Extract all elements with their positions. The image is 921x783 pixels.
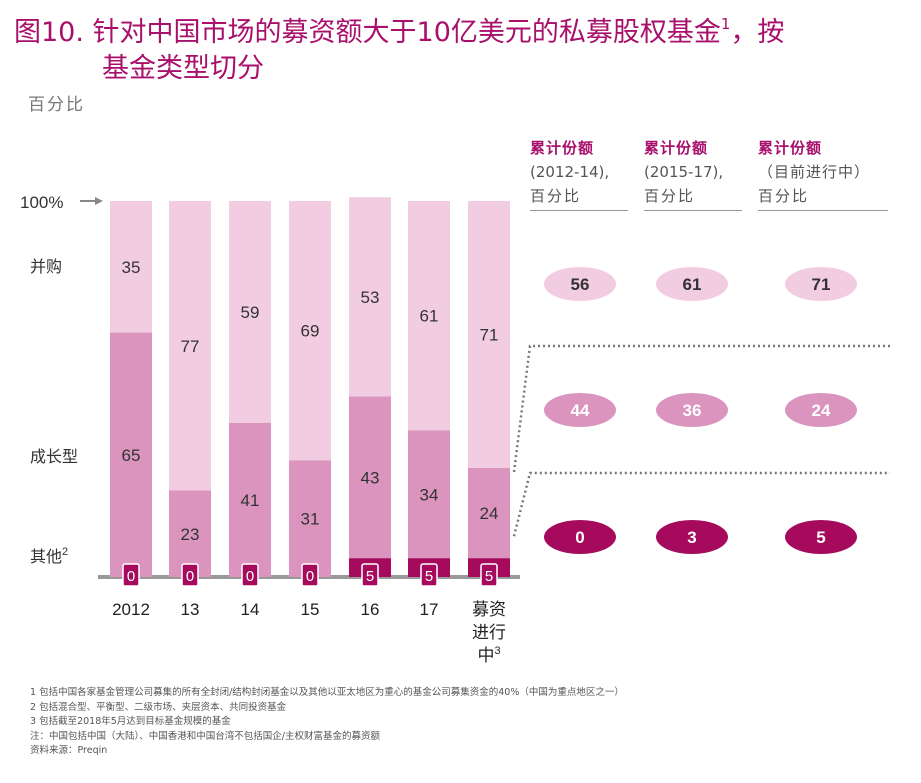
x-tick-label: 进行: [472, 623, 506, 642]
cumulative-buyout-value: 56: [571, 275, 590, 294]
x-tick-label: 募资: [472, 600, 506, 619]
cumulative-growth-ellipse: [785, 393, 857, 427]
bar-other-badge: [420, 563, 438, 587]
bar-buyout-label: 61: [420, 307, 439, 326]
cumulative-header-2015-17: 累计份额 (2015-17), 百分比: [644, 136, 744, 211]
connector-growth-other: [512, 471, 890, 537]
bar-buyout: [289, 201, 331, 461]
cumulative-growth-ellipse: [544, 393, 616, 427]
bar-buyout-label: 77: [181, 337, 200, 356]
x-tick-label: 15: [301, 600, 320, 619]
x-tick-label: 13: [181, 600, 200, 619]
bar-buyout-label: 35: [122, 258, 141, 277]
cumulative-growth-value: 24: [812, 401, 831, 420]
bar-other-label: 5: [366, 568, 374, 585]
cumulative-other-value: 3: [687, 528, 696, 547]
bar-other-badge: [361, 563, 379, 587]
cumulative-buyout-ellipse: [785, 267, 857, 301]
cumulative-other-ellipse: [656, 520, 728, 554]
bar-other-label: 0: [306, 568, 314, 585]
stacked-bar-chart: 100%并购成长型其他23565020127723013594101469310…: [20, 193, 890, 665]
footnotes: 1 包括中国各家基金管理公司募集的所有全封闭/结构封闭基金以及其他以亚太地区为重…: [30, 686, 624, 759]
cumulative-header-2012-14: 累计份额 (2012-14), 百分比: [530, 136, 630, 211]
legend-buyout: 并购: [30, 258, 62, 276]
header-rule: [530, 210, 628, 211]
bar-growth-label: 43: [361, 468, 380, 487]
bar-growth-label: 24: [480, 504, 499, 523]
x-tick-label: 16: [361, 600, 380, 619]
bar-growth: [468, 467, 510, 559]
cumulative-growth-value: 44: [571, 401, 590, 420]
x-tick-label: 17: [420, 600, 439, 619]
connector-buyout-growth: [512, 344, 890, 473]
bar-growth-label: 31: [301, 510, 320, 529]
bar-other-label: 0: [127, 568, 135, 585]
bar-other-badge: [181, 563, 199, 587]
y-axis-marker-arrow: [95, 197, 103, 205]
footnote-source: 资料来源：Preqin: [30, 745, 108, 756]
bar-buyout-label: 71: [480, 325, 499, 344]
bar-other-badge: [480, 563, 498, 587]
x-tick-label: 14: [241, 600, 260, 619]
bar-growth-label: 34: [420, 485, 439, 504]
cumulative-other-value: 5: [816, 528, 825, 547]
header-rule: [644, 210, 742, 211]
x-tick-label: 2012: [112, 600, 150, 619]
legend-growth: 成长型: [30, 448, 78, 466]
bar-buyout: [468, 201, 510, 468]
header-rule: [758, 210, 888, 211]
footnote-2: 2 包括混合型、平衡型、二级市场、夹层资本、共同投资基金: [30, 701, 287, 713]
bar-buyout: [110, 201, 152, 333]
footnote-3: 3 包括截至2018年5月达到目标基金规模的基金: [30, 716, 231, 727]
bar-growth: [229, 422, 271, 577]
chart-title: 图10. 针对中国市场的募资额大于10亿美元的私募股权基金1，按 基金类型切分: [14, 15, 785, 84]
bar-buyout-label: 59: [241, 303, 260, 322]
bar-buyout: [169, 201, 211, 491]
y-axis-100-label: 100%: [20, 193, 63, 212]
bar-growth: [349, 396, 391, 559]
footnote-1: 1 包括中国各家基金管理公司募集的所有全封闭/结构封闭基金以及其他以亚太地区为重…: [30, 687, 624, 698]
cumulative-other-ellipse: [544, 520, 616, 554]
bar-growth: [408, 430, 450, 559]
bar-growth: [110, 332, 152, 577]
cumulative-buyout-value: 71: [812, 275, 831, 294]
bar-other-badge: [301, 563, 319, 587]
bar-other-label: 5: [485, 568, 493, 585]
bar-growth-label: 65: [122, 446, 141, 465]
bar-other-label: 0: [186, 568, 194, 585]
x-tick-label: 中3: [477, 645, 500, 665]
bar-buyout: [408, 201, 450, 431]
cumulative-growth-value: 36: [683, 401, 702, 420]
bar-other-badge: [241, 563, 259, 587]
cumulative-buyout-ellipse: [544, 267, 616, 301]
bar-growth-label: 23: [181, 525, 200, 544]
bar-growth-label: 41: [241, 491, 260, 510]
bar-other-label: 0: [246, 568, 254, 585]
y-unit-label: 百分比: [28, 95, 85, 115]
bar-buyout: [349, 197, 391, 397]
bar-other-label: 5: [425, 568, 433, 585]
legend-other: 其他2: [30, 546, 68, 566]
footnote-note: 注：中国包括中国（大陆）、中国香港和中国台湾不包括国企/主权财富基金的募资额: [30, 730, 380, 742]
bar-growth: [169, 490, 211, 577]
cumulative-buyout-value: 61: [683, 275, 702, 294]
bar-other-badge: [122, 563, 140, 587]
cumulative-other-value: 0: [575, 528, 584, 547]
bar-buyout-label: 53: [361, 288, 380, 307]
cumulative-header-current: 累计份额 （目前进行中） 百分比: [758, 136, 890, 211]
cumulative-growth-ellipse: [656, 393, 728, 427]
cumulative-other-ellipse: [785, 520, 857, 554]
bar-growth: [289, 460, 331, 577]
bar-buyout-label: 69: [301, 322, 320, 341]
cumulative-buyout-ellipse: [656, 267, 728, 301]
bar-buyout: [229, 201, 271, 423]
